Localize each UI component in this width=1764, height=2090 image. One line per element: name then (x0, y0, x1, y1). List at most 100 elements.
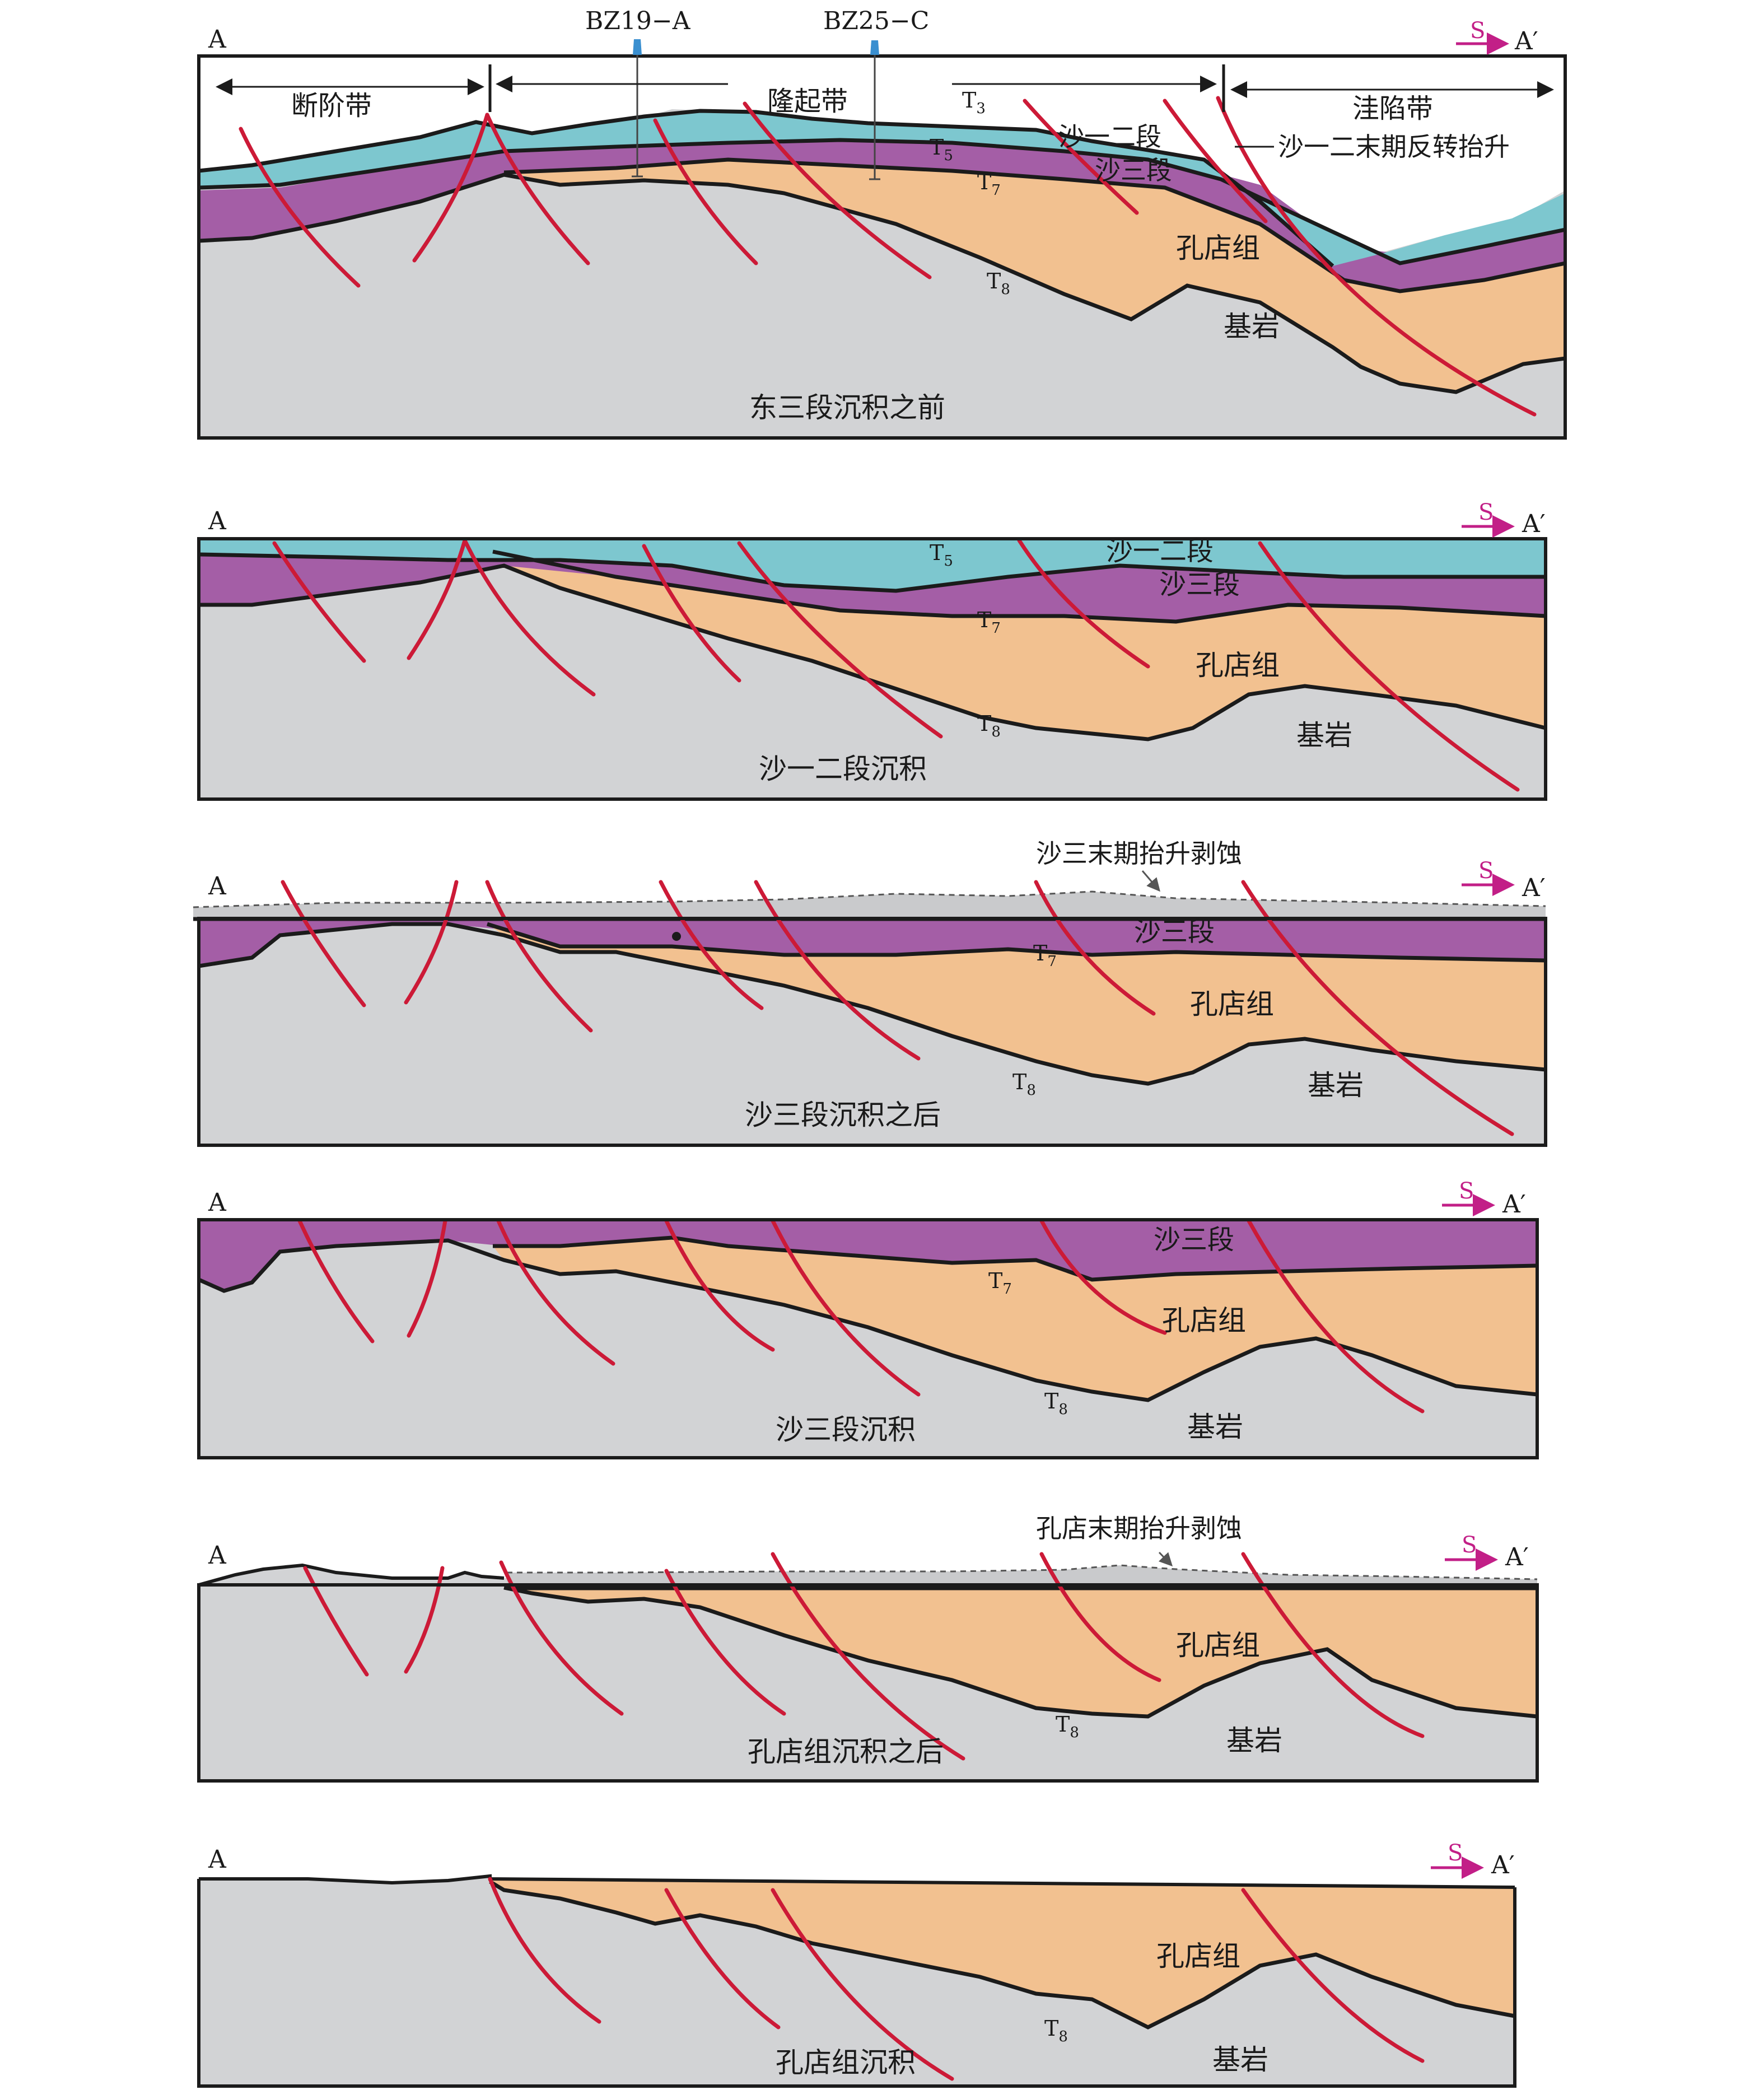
t8-horizon (198, 922, 1546, 1086)
horizon-label-t7: T7 (1033, 941, 1057, 970)
kongdian-fill (504, 1588, 1537, 1716)
fault (743, 101, 932, 279)
fault (1023, 99, 1139, 215)
fault (485, 113, 590, 265)
frame-cover (197, 1879, 1516, 2088)
fault (297, 1219, 375, 1343)
fault (653, 118, 758, 265)
topographic-surface (198, 1563, 505, 1587)
erosion-dashed-line (193, 890, 1546, 908)
unit-label: 沙三段 (1095, 155, 1172, 185)
t7-horizon (486, 922, 1546, 963)
well-icon (870, 40, 879, 55)
unit-label: 基岩 (1296, 719, 1352, 752)
section-4: A S A′ T7 T8 沙三段 孔店组 基岩 沙三段沉积 (197, 1178, 1539, 1459)
kongdian-fill (493, 1238, 1537, 1400)
kongdian-fill (490, 1879, 1515, 2027)
annotation-leader (1158, 1551, 1173, 1567)
t8-horizon (503, 1585, 1538, 1719)
fault (1216, 96, 1537, 417)
well-icon (633, 39, 642, 55)
section-right-label: A′ (1514, 27, 1538, 55)
horizon-label-t8: T8 (1044, 2016, 1068, 2045)
unit-label: 沙三段 (1134, 916, 1215, 948)
annotation-leader (1141, 870, 1160, 892)
zone-label: 断阶带 (291, 90, 372, 122)
fault (463, 538, 596, 697)
section-frame (197, 917, 1547, 1147)
unit-label: 孔店组 (1176, 232, 1260, 264)
fault (1163, 99, 1268, 223)
section-left-label: A (208, 1541, 227, 1570)
t8-horizon (198, 172, 1566, 394)
fault (664, 1219, 775, 1352)
t7-horizon (503, 157, 1566, 293)
section-6: A S A′ T8 孔店组 基岩 孔店组沉积 (197, 1840, 1516, 2088)
unit-label: 孔店组 (1196, 649, 1280, 682)
zone-label: 隆起带 (767, 86, 848, 117)
well-label: BZ19−A (585, 7, 691, 35)
well-label: BZ25−C (823, 7, 929, 35)
t8-horizon (489, 1879, 1515, 2030)
frame-cover (197, 1585, 1539, 1783)
fault (407, 1219, 447, 1338)
section-caption: 东三段沉积之前 (749, 391, 945, 424)
section-left-label: A (208, 25, 227, 54)
fault (642, 544, 741, 683)
unit-label: 基岩 (1224, 310, 1280, 343)
section-right-label: A′ (1505, 1543, 1529, 1571)
zone-label: 洼陷带 (1352, 93, 1433, 124)
unit-label: 基岩 (1226, 1724, 1282, 1757)
section-right-label: A′ (1491, 1851, 1515, 1879)
unit-label: 基岩 (1308, 1069, 1364, 1102)
fault (1241, 880, 1514, 1136)
section-caption: 沙一二段沉积 (759, 753, 927, 785)
section-caption: 孔店组沉积之后 (748, 1736, 944, 1768)
section-right-label: A′ (1502, 1190, 1526, 1219)
t7-horizon (493, 1235, 1538, 1282)
fault (496, 1219, 615, 1366)
fault (488, 1877, 601, 2024)
fault (1039, 1552, 1161, 1682)
section-1: BZ19−A BZ25−C 断阶带 隆起带 洼陷带 A S A′ T3 T5 T… (197, 7, 1567, 440)
fault (303, 1566, 369, 1677)
unit-label: 孔店组 (1190, 988, 1274, 1020)
fault (1039, 1219, 1167, 1335)
fault (404, 880, 459, 1005)
direction-label: S (1478, 858, 1494, 884)
direction-label: S (1462, 1532, 1477, 1558)
unit-label: 基岩 (1187, 1411, 1243, 1443)
section-left-label: A (208, 507, 227, 535)
fault (659, 880, 764, 1010)
fault (771, 1552, 965, 1761)
kongdian-fill (487, 924, 1546, 1084)
sha3-fill (199, 920, 1546, 966)
section-left-label: A (208, 872, 227, 901)
fault (239, 127, 361, 288)
erosion-dashed-line (507, 1564, 1538, 1580)
annotation: 沙三末期抬升剥蚀 (1036, 838, 1242, 869)
fault (404, 1566, 445, 1674)
annotation: 沙一二末期反转抬升 (1278, 132, 1510, 162)
well-bz19: BZ19−A (585, 7, 691, 178)
unit-label: 孔店组 (1162, 1304, 1246, 1337)
t5-horizon (198, 552, 1546, 593)
section-5: A S A′ 孔店末期抬升剥蚀 T8 孔店组 基岩 孔店组沉积之后 (197, 1513, 1539, 1783)
section-frame (197, 537, 1547, 801)
fault (1247, 1219, 1425, 1413)
section-3: A S A′ 沙三末期抬升剥蚀 T7 T8 沙三段 孔店组 基岩 沙三段沉积之后 (193, 838, 1547, 1147)
direction-label: S (1459, 1178, 1474, 1204)
t8-horizon (198, 1238, 1538, 1402)
unit-label: 沙三段 (1159, 569, 1240, 600)
section-left-label: A (208, 1188, 227, 1217)
unit-label: 沙一二段 (1058, 122, 1161, 152)
horizon-label-t7: T7 (977, 608, 1001, 637)
section-frame (197, 54, 1567, 440)
fault (1034, 880, 1156, 1016)
section-caption: 沙三段沉积 (776, 1413, 916, 1446)
eroded-fill (193, 892, 1546, 918)
section-2: A S A′ T5 T7 T8 沙一二段 沙三段 孔店组 基岩 沙一二段沉积 (197, 500, 1547, 801)
fault (1241, 1552, 1425, 1738)
well-marker (672, 932, 681, 941)
